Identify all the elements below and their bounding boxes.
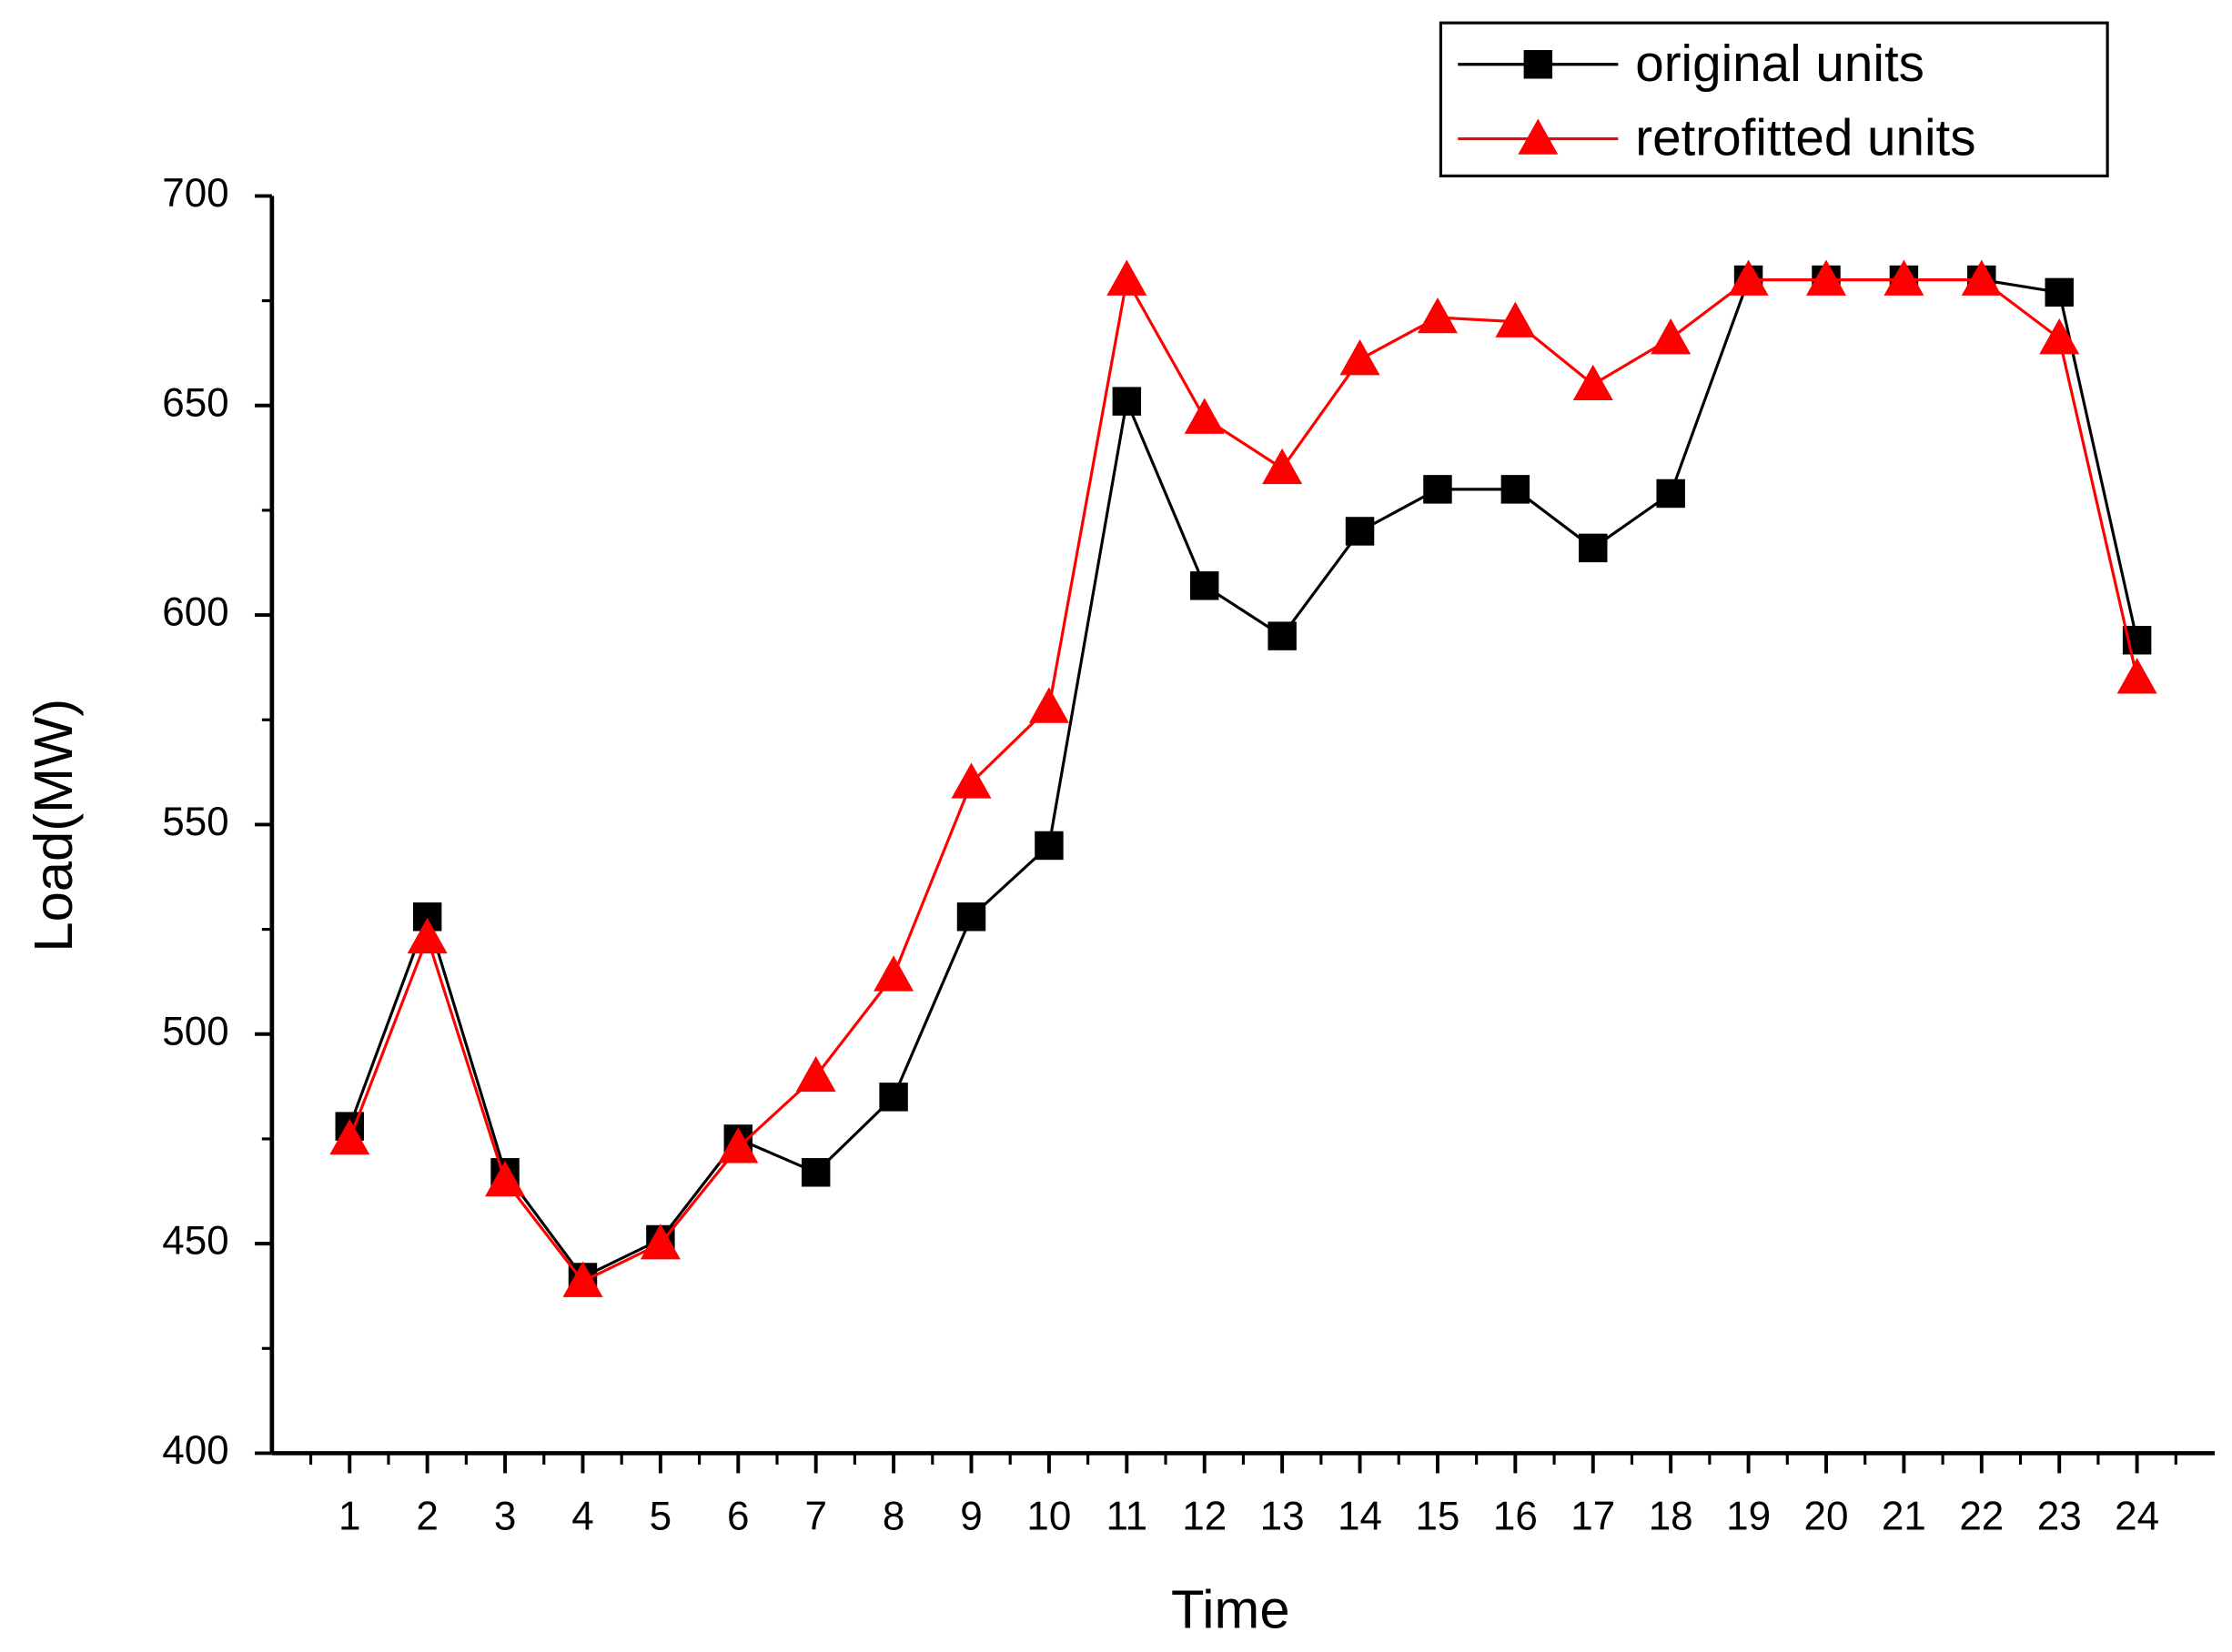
marker	[1267, 621, 1297, 650]
legend-label: retrofitted units	[1635, 109, 1975, 166]
y-tick-label: 700	[162, 171, 228, 216]
marker	[1035, 831, 1064, 861]
x-tick-label: 21	[1882, 1494, 1926, 1538]
legend-label: original units	[1635, 35, 1924, 92]
x-tick-label: 6	[727, 1494, 749, 1538]
marker	[795, 1055, 836, 1093]
marker	[1805, 259, 1846, 296]
y-tick-label: 550	[162, 800, 228, 844]
marker	[485, 1160, 526, 1197]
marker	[1961, 259, 2002, 296]
marker	[879, 1083, 908, 1112]
x-tick-label: 7	[804, 1494, 826, 1538]
marker	[1495, 301, 1536, 337]
legend-marker	[1523, 50, 1553, 79]
x-tick-label: 12	[1182, 1494, 1227, 1538]
marker	[1579, 533, 1608, 563]
x-tick-label: 15	[1415, 1494, 1459, 1538]
x-tick-label: 18	[1649, 1494, 1693, 1538]
x-tick-label: 14	[1338, 1494, 1382, 1538]
marker	[1262, 448, 1303, 485]
marker	[1572, 364, 1613, 401]
y-axis-title: Load(MW)	[23, 699, 84, 952]
marker	[1656, 478, 1685, 509]
x-tick-label: 2	[416, 1494, 438, 1538]
marker	[1184, 398, 1225, 434]
marker	[1190, 571, 1219, 600]
marker	[329, 1118, 370, 1155]
marker	[1651, 318, 1692, 355]
marker	[640, 1224, 681, 1260]
marker	[1728, 259, 1769, 296]
marker	[562, 1261, 603, 1297]
marker	[1028, 687, 1069, 723]
x-tick-label: 8	[883, 1494, 904, 1538]
y-tick-label: 650	[162, 380, 228, 425]
series-line	[348, 277, 2139, 1279]
y-tick-label: 450	[162, 1219, 228, 1264]
marker	[1417, 297, 1458, 334]
x-tick-label: 9	[960, 1494, 982, 1538]
x-tick-label: 1	[338, 1494, 360, 1538]
x-tick-label: 13	[1260, 1494, 1305, 1538]
marker	[956, 902, 986, 932]
marker	[718, 1127, 759, 1163]
marker	[1884, 259, 1924, 296]
marker	[1345, 517, 1375, 546]
x-axis-title: Time	[1171, 1578, 1290, 1639]
marker	[407, 917, 448, 954]
series-line	[348, 275, 2139, 1284]
marker	[1339, 339, 1380, 376]
marker	[2045, 277, 2074, 307]
x-tick-label: 10	[1026, 1494, 1071, 1538]
marker	[1500, 475, 1530, 504]
x-tick-label: 3	[494, 1494, 516, 1538]
marker	[951, 762, 992, 799]
y-tick-label: 500	[162, 1009, 228, 1053]
marker	[1112, 387, 1142, 416]
marker	[1106, 259, 1147, 296]
x-tick-label: 24	[2115, 1494, 2159, 1538]
x-tick-label: 11	[1106, 1494, 1147, 1538]
x-tick-label: 4	[571, 1494, 593, 1538]
x-tick-label: 23	[2037, 1494, 2082, 1538]
marker	[874, 955, 914, 992]
marker	[2039, 318, 2080, 355]
marker	[1423, 475, 1452, 504]
x-tick-label: 16	[1493, 1494, 1538, 1538]
x-tick-label: 20	[1804, 1494, 1849, 1538]
y-tick-label: 400	[162, 1428, 228, 1473]
x-tick-label: 19	[1726, 1494, 1771, 1538]
x-tick-label: 22	[1959, 1494, 2004, 1538]
marker	[801, 1158, 831, 1187]
x-tick-label: 5	[650, 1494, 672, 1538]
marker	[2116, 658, 2157, 694]
legend-marker	[1518, 118, 1559, 155]
y-tick-label: 600	[162, 590, 228, 635]
x-tick-label: 17	[1570, 1494, 1615, 1538]
